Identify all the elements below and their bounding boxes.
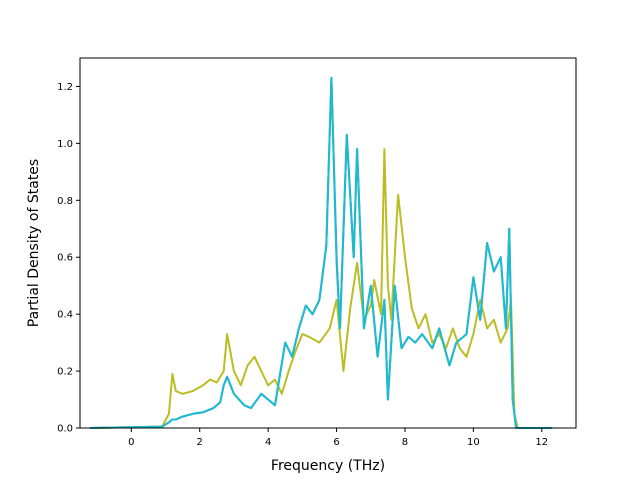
y-tick-label: 1.0 xyxy=(57,139,73,150)
x-axis-label: Frequency (THz) xyxy=(271,458,385,474)
y-tick-label: 0.4 xyxy=(57,310,73,321)
x-tick-label: 2 xyxy=(197,437,203,448)
x-tick-label: 8 xyxy=(402,437,408,448)
x-tick-label: 12 xyxy=(535,437,548,448)
y-tick-label: 0.0 xyxy=(57,424,73,435)
x-tick-label: 10 xyxy=(467,437,480,448)
series-layer xyxy=(90,76,553,429)
series-line-3 xyxy=(90,76,553,429)
x-tick-label: 6 xyxy=(333,437,339,448)
y-tick-label: 0.2 xyxy=(57,367,73,378)
x-tick-label: 4 xyxy=(265,437,271,448)
y-tick-label: 1.2 xyxy=(57,82,73,93)
x-axis-ticks: 0 2 4 6 8 10 12 xyxy=(128,428,548,448)
plot-frame xyxy=(79,57,577,429)
y-axis-ticks: 0.0 0.2 0.4 0.6 0.8 1.0 1.2 xyxy=(57,82,80,435)
y-tick-label: 0.6 xyxy=(57,253,73,264)
y-tick-label: 0.8 xyxy=(57,196,73,207)
y-axis-label: Partial Density of States xyxy=(26,159,42,327)
x-tick-label: 0 xyxy=(128,437,134,448)
series-line-2 xyxy=(90,148,553,429)
